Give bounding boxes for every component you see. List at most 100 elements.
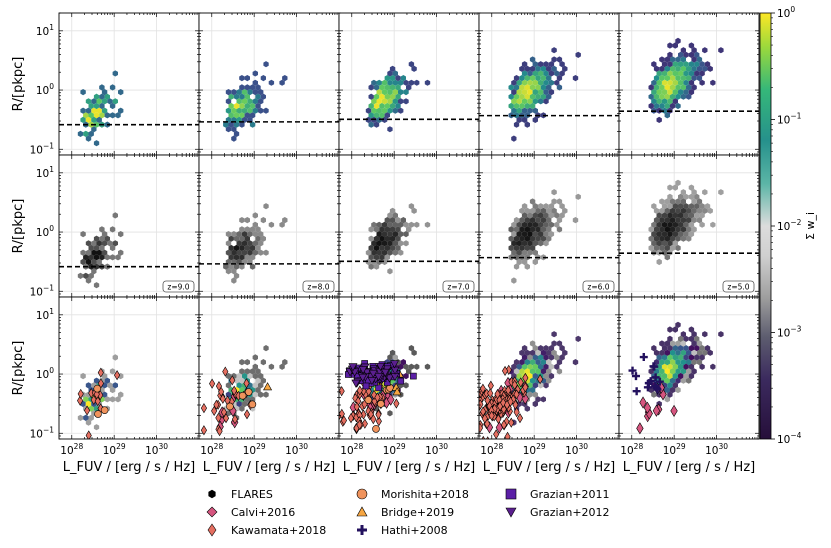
hexbin: [667, 203, 673, 210]
observation-marker: [380, 368, 390, 378]
hexbin: [653, 217, 660, 224]
hexbin: [664, 56, 670, 63]
hexbin: [556, 56, 563, 63]
panel-r1-c5: [618, 12, 760, 156]
hexbin: [648, 84, 654, 91]
hexbin: [659, 65, 665, 72]
hexbin: [85, 98, 92, 105]
hexbin: [694, 61, 700, 68]
observation-marker: [356, 419, 363, 430]
hexbin: [513, 368, 520, 375]
hexbin: [109, 112, 116, 119]
hexbin: [669, 349, 676, 356]
hexbin: [384, 102, 390, 110]
hexbin: [387, 79, 393, 86]
hexbin: [408, 221, 415, 228]
hexbin: [661, 89, 668, 96]
observation-marker: [377, 400, 385, 408]
hexbin: [387, 107, 393, 114]
legend-label: Hathi+2008: [381, 524, 448, 537]
hexbin: [513, 217, 520, 224]
hexbin: [532, 363, 538, 370]
hexbin: [691, 47, 697, 54]
hexbin: [244, 84, 250, 91]
hexbin: [554, 212, 560, 219]
hexbin: [99, 244, 105, 252]
hexbin: [659, 217, 665, 224]
hexbin: [524, 226, 530, 233]
hexbin: [521, 107, 528, 114]
hexbin: [532, 116, 538, 123]
hexbin: [672, 326, 678, 333]
hexbin: [365, 249, 372, 256]
hexbin: [263, 345, 269, 352]
hexbin: [683, 51, 689, 58]
hexbin: [112, 70, 118, 77]
hexbin: [551, 198, 557, 205]
hexbin: [115, 396, 121, 403]
observation-marker: [94, 410, 102, 418]
hexbin: [88, 130, 94, 137]
hexbin: [675, 207, 681, 214]
hexbin: [85, 277, 92, 284]
hexbin: [511, 363, 517, 370]
hexbin: [664, 93, 670, 100]
hexbin: [691, 331, 697, 338]
hexbin: [540, 75, 546, 82]
hexbin: [88, 112, 94, 119]
redshift-label-box: [442, 280, 475, 293]
hexbin: [554, 221, 560, 228]
hexbin: [653, 244, 660, 252]
hexbin: [91, 249, 97, 256]
hexbin: [403, 98, 409, 105]
hexbin: [519, 235, 525, 242]
hexbin: [258, 249, 264, 256]
hexbin: [91, 240, 97, 247]
hexbin: [540, 368, 546, 375]
hexbin: [524, 349, 530, 356]
legend-label: Grazian+2011: [530, 488, 610, 501]
hexbin: [387, 221, 393, 228]
hexbin: [228, 235, 234, 242]
hexbin: [247, 231, 253, 238]
hexbin: [529, 198, 536, 205]
observation-marker: [632, 387, 641, 396]
hexbin: [252, 107, 258, 114]
hexbin: [535, 349, 541, 356]
hexbin: [538, 98, 544, 105]
hexbin: [244, 75, 250, 82]
hexbin: [529, 235, 536, 242]
hexbin: [538, 345, 544, 352]
hexbin: [664, 340, 670, 347]
hexbin: [83, 130, 89, 137]
hexbin: [675, 321, 681, 328]
observation-marker: [505, 385, 512, 396]
hexbin: [691, 75, 697, 82]
panel-background: [59, 297, 199, 439]
hexbin: [540, 84, 546, 91]
hexbin: [88, 254, 94, 261]
hexbin: [93, 282, 100, 289]
y-tick-label: 100: [36, 82, 54, 97]
hexbin: [511, 98, 517, 105]
hexbin: [241, 98, 248, 105]
hexbin: [694, 354, 700, 361]
hexbin: [255, 235, 261, 242]
hexbin: [244, 226, 250, 233]
hexbin: [236, 98, 242, 105]
hexbin: [651, 240, 657, 247]
hexbin: [667, 335, 673, 342]
hexbin: [516, 231, 522, 238]
panel-background: [59, 155, 199, 297]
hexbin: [546, 349, 552, 356]
hexbin: [389, 235, 396, 242]
hexbin: [524, 359, 530, 366]
hexbin: [538, 70, 544, 77]
hexbin: [535, 84, 541, 91]
hexbin: [538, 382, 544, 389]
hexbin: [686, 217, 692, 224]
observation-marker: [364, 396, 373, 404]
hexbin: [239, 226, 245, 233]
panel-content: [199, 13, 339, 155]
hexbin: [707, 207, 713, 214]
